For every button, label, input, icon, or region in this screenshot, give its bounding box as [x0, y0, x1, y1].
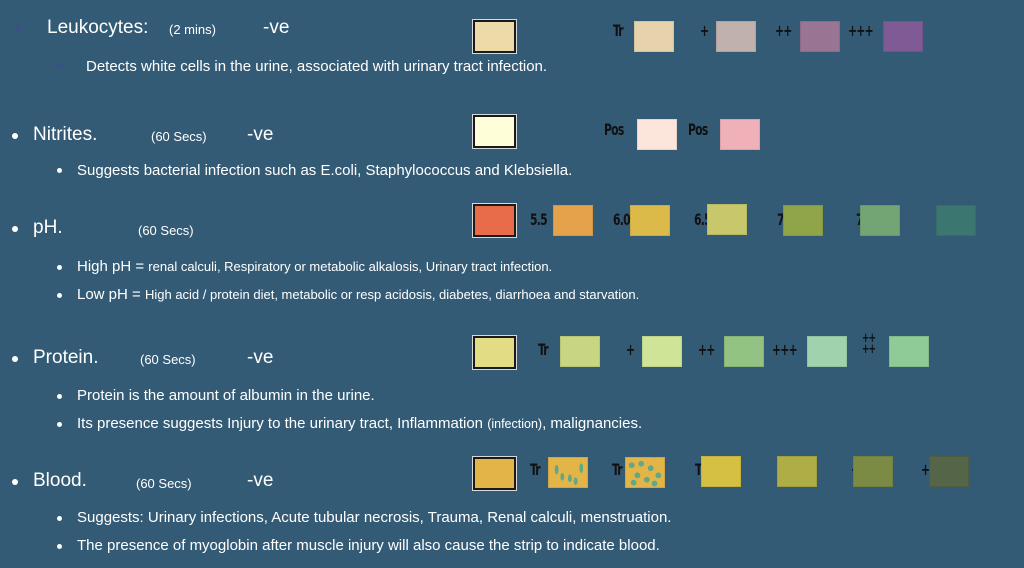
- ph-low-lead: Low pH =: [77, 286, 145, 303]
- ph-low-description: Low pH = High acid / protein diet, metab…: [77, 286, 639, 303]
- bullet-icon: [12, 356, 18, 362]
- bullet-icon: [12, 226, 18, 232]
- sub-bullet-icon: [57, 394, 62, 399]
- swatch-protein-4plus: [889, 336, 929, 367]
- blood-description-1: Suggests: Urinary infections, Acute tubu…: [77, 509, 672, 526]
- swatch-protein-trace: [560, 336, 600, 367]
- swatch-ph-6.5: [707, 204, 747, 235]
- sub-bullet-icon: [57, 265, 62, 270]
- scale-label: +: [700, 21, 709, 40]
- negative-label-protein: -ve: [247, 347, 274, 368]
- swatch-ph-5: [472, 203, 517, 238]
- swatch-protein-1plus: [642, 336, 682, 367]
- test-name-leukocytes: Leukocytes:: [47, 17, 149, 38]
- scale-label: Pos: [688, 120, 708, 139]
- swatch-blood-1plus: [777, 456, 817, 487]
- swatch-leukocytes-2plus: [800, 21, 840, 52]
- swatch-blood-trace-non-hemolyzed-moderate: [548, 457, 588, 488]
- negative-label-nitrites: -ve: [247, 124, 274, 145]
- ph-high-lead: High pH =: [77, 258, 149, 275]
- sub-bullet-icon: [57, 544, 62, 549]
- swatch-blood-2plus: [853, 456, 893, 487]
- negative-label-blood: -ve: [247, 470, 274, 491]
- sub-bullet-icon: [56, 63, 61, 68]
- scale-label: Tr: [613, 21, 624, 40]
- scale-label: ++: [775, 21, 792, 40]
- swatch-protein-2plus: [724, 336, 764, 367]
- swatch-blood-3plus: [929, 456, 969, 487]
- scale-label: Pos: [604, 120, 624, 139]
- protein-desc-lead: Its presence suggests Injury to the urin…: [77, 415, 488, 432]
- swatch-ph-6.0: [630, 205, 670, 236]
- swatch-blood-trace-non-hemolyzed-heavy: [625, 457, 665, 488]
- test-name-nitrites: Nitrites.: [33, 124, 98, 145]
- nitrites-description: Suggests bacterial infection such as E.c…: [77, 162, 573, 179]
- swatch-negative-blood: [472, 456, 517, 491]
- swatch-ph-8.0: [936, 205, 976, 236]
- test-name-blood: Blood.: [33, 470, 87, 491]
- swatch-ph-7.5: [860, 205, 900, 236]
- ph-high-text: renal calculi, Respiratory or metabolic …: [148, 259, 553, 274]
- bullet-icon: [15, 26, 21, 32]
- ph-high-description: High pH = renal calculi, Respiratory or …: [77, 258, 552, 275]
- scale-label: 6.0: [613, 210, 631, 229]
- scale-label: 5.5: [530, 210, 548, 229]
- ph-low-text: High acid / protein diet, metabolic or r…: [144, 287, 640, 302]
- swatch-negative-protein: [472, 335, 517, 370]
- bullet-icon: [12, 479, 18, 485]
- protein-description-1: Protein is the amount of albumin in the …: [77, 387, 375, 404]
- test-time-blood: (60 Secs): [136, 476, 192, 491]
- swatch-nitrites-positive-1: [637, 119, 677, 150]
- scale-label: +: [626, 340, 635, 359]
- test-time-ph: (60 Secs): [138, 223, 194, 238]
- scale-label: ++: [698, 340, 715, 359]
- leukocytes-description: Detects white cells in the urine, associ…: [86, 58, 548, 75]
- scale-label: Tr: [695, 460, 706, 479]
- protein-description-2: Its presence suggests Injury to the urin…: [77, 415, 642, 432]
- sub-bullet-icon: [57, 422, 62, 427]
- sub-bullet-icon: [57, 516, 62, 521]
- swatch-protein-3plus: [807, 336, 847, 367]
- scale-label: Tr: [538, 340, 549, 359]
- swatch-ph-7.0: [783, 205, 823, 236]
- swatch-leukocytes-3plus: [883, 21, 923, 52]
- test-name-ph: pH.: [33, 217, 63, 238]
- swatch-nitrites-positive-2: [720, 119, 760, 150]
- swatch-negative-leukocytes: [472, 19, 517, 54]
- negative-label-leukocytes: -ve: [263, 17, 290, 38]
- protein-desc-rest: , malignancies.: [542, 415, 643, 432]
- scale-label: ++ ++: [862, 331, 876, 357]
- swatch-leukocytes-trace: [634, 21, 674, 52]
- blood-description-2: The presence of myoglobin after muscle i…: [77, 537, 660, 554]
- sub-bullet-icon: [57, 293, 62, 298]
- test-time-leukocytes: (2 mins): [169, 22, 216, 37]
- scale-label: Tr: [612, 460, 623, 479]
- swatch-negative-nitrites: [472, 114, 517, 149]
- swatch-leukocytes-1plus: [716, 21, 756, 52]
- swatch-blood-trace-hemolyzed: [701, 456, 741, 487]
- bullet-icon: [12, 133, 18, 139]
- scale-label: +++: [772, 340, 798, 359]
- sub-bullet-icon: [57, 168, 62, 173]
- swatch-ph-5.5: [553, 205, 593, 236]
- protein-desc-small: (infection): [487, 417, 543, 431]
- scale-label: Tr: [530, 460, 541, 479]
- test-time-protein: (60 Secs): [140, 352, 196, 367]
- test-time-nitrites: (60 Secs): [151, 129, 207, 144]
- test-name-protein: Protein.: [33, 347, 99, 368]
- scale-label: +++: [848, 21, 874, 40]
